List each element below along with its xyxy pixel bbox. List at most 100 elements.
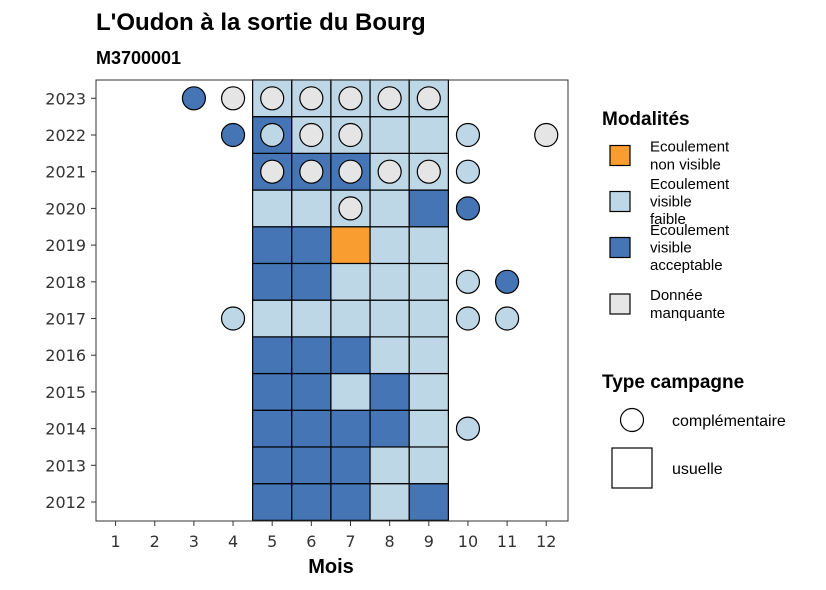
x-tick-label: 11: [497, 532, 517, 551]
tile-2020-6: [291, 189, 332, 228]
tile-2014-6: [291, 409, 332, 448]
legend-label-line: visible: [650, 194, 692, 211]
point-2020-7: [338, 196, 363, 221]
tile-2015-5: [252, 372, 293, 411]
tile-2012-7: [330, 483, 371, 521]
tile-2015-7: [330, 372, 371, 411]
tile-2014-5: [252, 409, 293, 448]
point-2017-4: [220, 306, 246, 331]
point-2020-10: [455, 196, 481, 221]
y-tick-label: 2021: [45, 163, 86, 182]
x-tick-label: 12: [536, 532, 556, 551]
legend-key-manquante: [609, 293, 631, 315]
legend-label-line: acceptable: [650, 257, 723, 274]
tile-2015-8: [369, 372, 410, 411]
point-2021-10: [455, 159, 481, 184]
tile-2016-5: [252, 336, 293, 375]
tile-2019-8: [369, 226, 410, 265]
x-tick-label: 2: [150, 532, 160, 551]
tile-2019-5: [252, 226, 293, 265]
tile-2012-5: [252, 483, 293, 521]
tile-2013-9: [408, 446, 449, 485]
x-tick-label: 7: [345, 532, 355, 551]
legend-label-line: faible: [650, 211, 686, 228]
y-tick-label: 2022: [45, 126, 86, 145]
tile-2019-7: [330, 226, 371, 265]
legend-label-line: Ecoulement: [650, 139, 730, 156]
tile-2019-9: [408, 226, 449, 265]
tile-2020-5: [252, 189, 293, 228]
tile-2017-9: [408, 299, 449, 338]
point-2018-10: [455, 269, 481, 294]
legend-label-circle: complémentaire: [672, 413, 786, 430]
point-2021-8: [377, 159, 402, 184]
point-2021-7: [338, 159, 363, 184]
tile-2014-8: [369, 409, 410, 448]
y-tick-label: 2015: [45, 383, 86, 402]
point-2017-10: [455, 306, 481, 331]
x-tick-label: 6: [306, 532, 316, 551]
legend-key-square: [611, 447, 653, 489]
y-tick-label: 2014: [45, 420, 86, 439]
x-tick-label: 3: [189, 532, 199, 551]
y-tick-label: 2018: [45, 273, 86, 292]
tile-2012-9: [408, 483, 449, 521]
point-2021-9: [416, 159, 441, 184]
tile-2014-7: [330, 409, 371, 448]
tile-2017-5: [252, 299, 293, 338]
point-2022-5: [260, 122, 285, 148]
tile-2013-6: [291, 446, 332, 485]
y-tick-label: 2020: [45, 199, 86, 218]
legend-key-visible_acceptable: [609, 236, 631, 259]
y-tick-label: 2019: [45, 236, 86, 255]
tile-2013-7: [330, 446, 371, 485]
tile-2018-9: [408, 262, 449, 301]
tile-2019-6: [291, 226, 332, 265]
point-2021-5: [260, 159, 285, 184]
point-2022-12: [534, 122, 559, 148]
legend-key-visible_faible: [609, 190, 631, 213]
tile-2016-9: [408, 336, 449, 375]
x-axis-title: Mois: [308, 556, 354, 578]
chart-title: L'Oudon à la sortie du Bourg: [96, 9, 426, 36]
legend-key-circle: [619, 407, 645, 433]
legend-label-line: non visible: [650, 156, 721, 173]
point-2023-5: [260, 86, 285, 111]
y-tick-label: 2012: [45, 493, 86, 512]
point-2023-8: [377, 86, 402, 111]
chart-subtitle: M3700001: [96, 48, 181, 68]
legend-label-line: Donnée: [650, 287, 703, 304]
tile-2014-9: [408, 409, 449, 448]
tile-2022-6: [291, 116, 332, 154]
plot-border: [95, 79, 569, 522]
tile-2022-8: [369, 116, 410, 154]
tile-2018-7: [330, 262, 371, 301]
tile-2018-6: [291, 262, 332, 301]
point-2018-11: [495, 269, 520, 294]
tile-2020-9: [408, 189, 449, 228]
point-2022-4: [220, 122, 246, 148]
y-tick-label: 2017: [45, 310, 86, 329]
tile-2012-8: [369, 483, 410, 521]
point-2022-6: [299, 122, 324, 148]
legend-label-line: Ecoulement: [650, 222, 730, 239]
x-tick-label: 8: [385, 532, 395, 551]
legend-label-line: manquante: [650, 305, 725, 322]
point-2023-6: [299, 86, 324, 111]
tile-2016-8: [369, 336, 410, 375]
tile-2022-9: [408, 116, 449, 154]
tile-2018-8: [369, 262, 410, 301]
tile-2017-7: [330, 299, 371, 338]
legend-label-line: Ecoulement: [650, 176, 730, 193]
legend-title-campagne: Type campagne: [602, 372, 744, 393]
tile-2012-6: [291, 483, 332, 521]
legend-label-line: visible: [650, 240, 692, 257]
x-tick-label: 10: [458, 532, 478, 551]
point-2023-4: [220, 86, 246, 111]
point-2022-7: [338, 122, 363, 148]
tile-2017-6: [291, 299, 332, 338]
point-2023-7: [338, 86, 363, 111]
tile-2016-6: [291, 336, 332, 375]
